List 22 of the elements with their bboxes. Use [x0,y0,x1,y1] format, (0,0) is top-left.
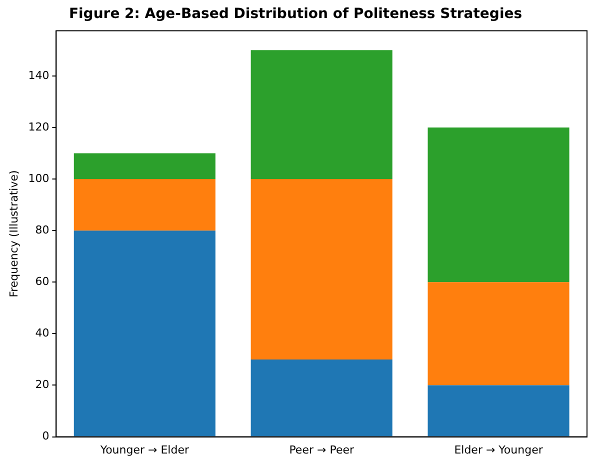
bar [74,179,216,231]
y-tick-label: 40 [35,326,50,340]
bar [250,179,392,360]
y-tick-label: 0 [42,430,50,443]
x-tick-label: Elder → Younger [454,443,544,456]
y-tick-label: 80 [35,223,50,236]
chart-title: Figure 2: Age-Based Distribution of Politeness Strategies [68,6,522,22]
y-axis-title: Frequency (Illustrative) [7,170,20,298]
bar [250,50,392,180]
x-tick-label: Peer → Peer [289,443,354,456]
y-tick-label: 20 [35,378,50,392]
x-tick-label: Younger → Elder [99,443,190,456]
y-tick-label: 120 [28,120,50,134]
bar [250,359,392,436]
y-tick-label: 60 [35,274,50,288]
y-tick-label: 100 [28,172,50,185]
bar [74,230,216,436]
bar [74,153,216,180]
bar [428,127,570,282]
bar [428,385,570,436]
bar [428,282,570,386]
y-tick-label: 140 [28,68,50,82]
